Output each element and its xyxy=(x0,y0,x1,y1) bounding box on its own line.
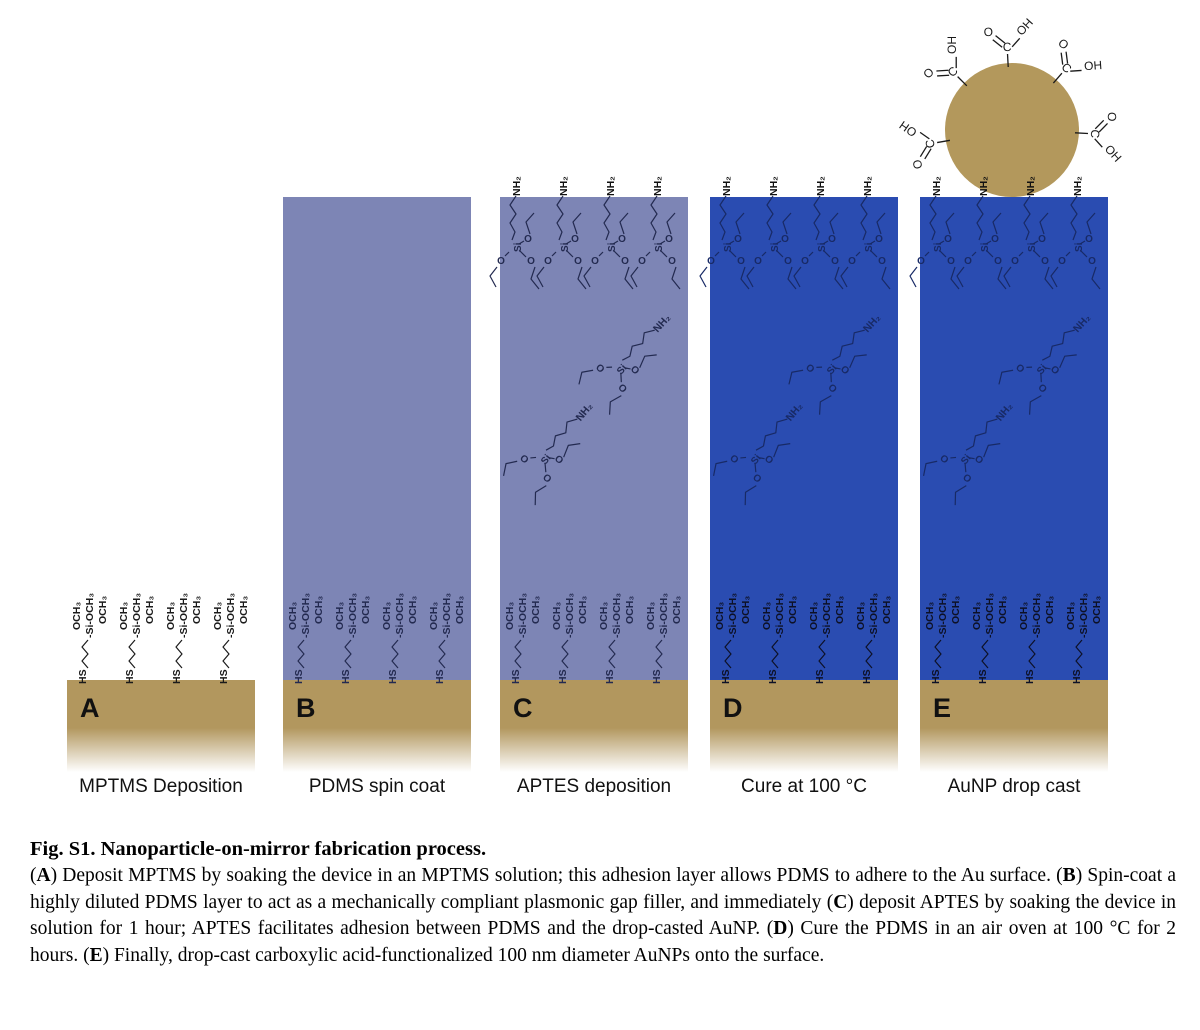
figure-caption: Fig. S1. Nanoparticle-on-mirror fabricat… xyxy=(30,836,1176,969)
panel-stage-label: APTES deposition xyxy=(516,776,672,797)
panel-letter: D xyxy=(723,693,743,723)
gold-substrate xyxy=(67,680,255,772)
panel-C: C APTES deposition xyxy=(500,0,688,810)
panel-B: B PDMS spin coat xyxy=(283,0,471,810)
caption-title: Fig. S1. Nanoparticle-on-mirror fabricat… xyxy=(30,838,487,860)
figure-s1: A MPTMS Deposition B PDMS spin coat C AP… xyxy=(67,0,1124,810)
hydroxyl-label: OH xyxy=(897,118,920,140)
pdms-layer xyxy=(500,197,688,680)
gold-substrate xyxy=(283,680,471,772)
pdms-layer xyxy=(283,197,471,680)
caption-body: (A) Deposit MPTMS by soaking the device … xyxy=(30,865,1176,966)
panel-letter: C xyxy=(513,693,533,723)
panel-E: E AuNP drop cast xyxy=(920,0,1108,810)
panel-letter: E xyxy=(933,693,952,723)
panel-stage-label: PDMS spin coat xyxy=(308,776,446,797)
panel-A: A MPTMS Deposition xyxy=(67,0,255,810)
bond xyxy=(909,266,918,288)
gold-substrate xyxy=(500,680,688,772)
panel-letter: A xyxy=(80,693,100,723)
panel-stage-label: AuNP drop cast xyxy=(947,776,1081,797)
gold-substrate xyxy=(710,680,898,772)
pdms-layer xyxy=(710,197,898,680)
panel-stage-label: Cure at 100 °C xyxy=(741,776,867,797)
gold-nanoparticle xyxy=(945,63,1079,197)
panel-D: D Cure at 100 °C xyxy=(710,0,898,810)
panel-stage-label: MPTMS Deposition xyxy=(79,776,243,797)
gold-substrate xyxy=(920,680,1108,772)
bond xyxy=(489,266,498,288)
pdms-layer xyxy=(920,197,1108,680)
bond xyxy=(699,266,708,288)
panel-letter: B xyxy=(296,693,316,723)
